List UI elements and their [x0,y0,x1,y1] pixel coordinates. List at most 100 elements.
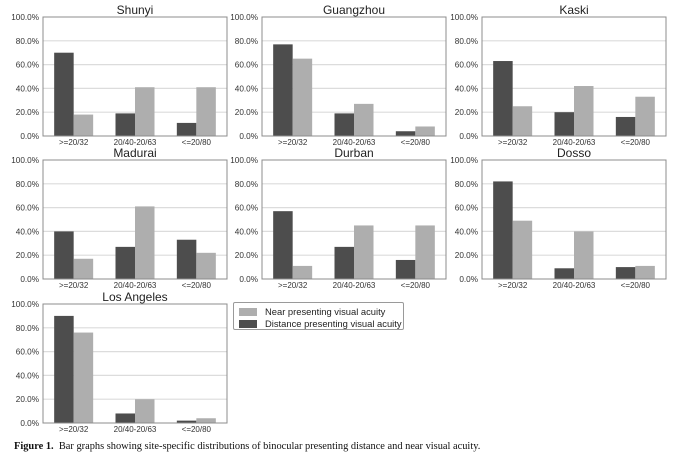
y-tick-label: 20.0% [455,251,478,260]
bar-distance [273,44,293,137]
y-tick-label: 60.0% [16,61,39,70]
y-tick-label: 80.0% [235,37,258,46]
x-tick-label: >=20/32 [278,138,308,147]
y-tick-label: 80.0% [235,180,258,189]
legend-swatch-distance [239,319,257,328]
panel-title-shunyi: Shunyi [117,3,154,17]
y-tick-label: 80.0% [455,37,478,46]
y-tick-label: 20.0% [16,395,39,404]
y-tick-label: 0.0% [20,419,39,428]
y-tick-label: 40.0% [16,371,39,380]
bar-near [196,87,216,136]
panel-title-madurai: Madurai [113,146,156,160]
bar-distance [493,181,513,279]
y-tick-label: 100.0% [11,156,39,165]
y-tick-label: 60.0% [235,61,258,70]
x-tick-label: 20/40-20/63 [333,281,376,290]
figure-caption: Figure 1. Bar graphs showing site-specif… [14,441,480,452]
x-tick-label: <=20/80 [401,138,431,147]
legend-label-distance: Distance presenting visual acuity [265,318,402,329]
y-tick-label: 60.0% [16,348,39,357]
bar-distance [176,122,197,136]
y-tick-label: 60.0% [455,61,478,70]
bar-near [635,265,655,279]
y-tick-label: 40.0% [16,227,39,236]
bar-distance [334,246,354,279]
x-tick-label: >=20/32 [498,138,528,147]
legend-swatch-near [239,307,257,316]
bar-near [196,252,216,279]
bar-distance [615,116,636,136]
x-tick-label: 20/40-20/63 [114,138,157,147]
legend: Near presenting visual acuity Distance p… [233,302,404,330]
x-tick-label: >=20/32 [278,281,308,290]
bar-near [635,96,655,136]
panel-title-los-angeles: Los Angeles [102,290,167,304]
panel-title-durban: Durban [334,146,373,160]
y-tick-label: 40.0% [235,84,258,93]
bar-distance [334,113,354,136]
y-tick-label: 0.0% [239,275,258,284]
x-tick-label: 20/40-20/63 [114,425,157,434]
y-tick-label: 100.0% [230,13,258,22]
x-tick-label: 20/40-20/63 [553,138,596,147]
bar-distance [54,315,74,423]
plot-frame-dosso [481,159,667,280]
y-tick-label: 0.0% [20,132,39,141]
x-tick-label: >=20/32 [59,281,89,290]
panel-title-dosso: Dosso [557,146,591,160]
legend-item-distance: Distance presenting visual acuity [239,318,402,329]
y-tick-label: 0.0% [459,275,478,284]
bar-distance [395,259,416,279]
plot-frame-kaski [481,16,667,137]
plot-frame-guangzhou [261,16,447,137]
bar-near [292,265,313,279]
y-tick-label: 100.0% [11,13,39,22]
bar-distance [115,413,135,423]
bar-distance [115,246,135,279]
y-tick-label: 60.0% [235,204,258,213]
y-tick-label: 20.0% [455,108,478,117]
plot-frame-los-angeles [42,303,228,424]
bar-distance [273,211,293,279]
legend-label-near: Near presenting visual acuity [265,306,386,317]
bar-near [415,225,435,279]
x-tick-label: <=20/80 [621,138,651,147]
bar-distance [176,239,197,279]
bar-near [135,87,155,136]
bar-near [73,114,94,136]
y-tick-label: 100.0% [11,300,39,309]
bar-near [196,418,216,423]
x-tick-label: <=20/80 [182,425,212,434]
y-tick-label: 100.0% [450,13,478,22]
y-tick-label: 40.0% [235,227,258,236]
bar-distance [176,420,197,423]
y-tick-label: 60.0% [16,204,39,213]
y-tick-label: 80.0% [16,37,39,46]
plot-frame-shunyi [42,16,228,137]
x-tick-label: 20/40-20/63 [114,281,157,290]
panel-title-kaski: Kaski [559,3,588,17]
bar-near [354,103,374,136]
bar-distance [615,267,636,279]
caption-label: Figure 1. [14,441,54,452]
bar-distance [395,131,416,136]
y-tick-label: 20.0% [16,108,39,117]
x-tick-label: >=20/32 [498,281,528,290]
y-tick-label: 40.0% [455,84,478,93]
y-tick-label: 80.0% [16,324,39,333]
bar-near [135,399,155,423]
caption-text: Bar graphs showing site-specific distrib… [58,441,481,452]
y-tick-label: 40.0% [16,84,39,93]
y-tick-label: 40.0% [455,227,478,236]
bar-distance [54,231,74,279]
y-tick-label: 20.0% [235,251,258,260]
bar-near [512,106,533,136]
plot-frame-madurai [42,159,228,280]
figure-panels: 0.0% 20.0% 40.0% 60.0% 80.0% 100.0% >=20/32 20/… [11,3,667,434]
y-tick-label: 80.0% [455,180,478,189]
bar-distance [554,268,574,279]
y-tick-label: 0.0% [459,132,478,141]
bar-distance [115,113,135,136]
bar-near [73,258,94,279]
